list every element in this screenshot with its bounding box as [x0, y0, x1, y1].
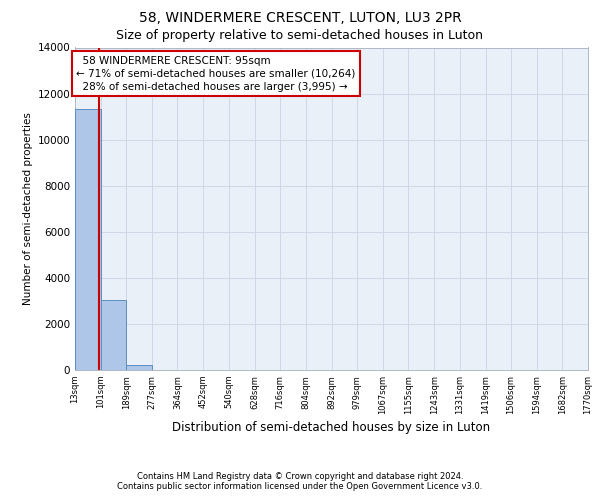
Text: Contains public sector information licensed under the Open Government Licence v3: Contains public sector information licen…: [118, 482, 482, 491]
Text: 58 WINDERMERE CRESCENT: 95sqm
← 71% of semi-detached houses are smaller (10,264): 58 WINDERMERE CRESCENT: 95sqm ← 71% of s…: [76, 56, 356, 92]
Text: 58, WINDERMERE CRESCENT, LUTON, LU3 2PR: 58, WINDERMERE CRESCENT, LUTON, LU3 2PR: [139, 11, 461, 25]
Text: Size of property relative to semi-detached houses in Luton: Size of property relative to semi-detach…: [116, 28, 484, 42]
Text: Contains HM Land Registry data © Crown copyright and database right 2024.: Contains HM Land Registry data © Crown c…: [137, 472, 463, 481]
X-axis label: Distribution of semi-detached houses by size in Luton: Distribution of semi-detached houses by …: [172, 421, 491, 434]
Bar: [101, 300, 127, 370]
Y-axis label: Number of semi-detached properties: Number of semi-detached properties: [23, 112, 33, 305]
Bar: [127, 366, 152, 370]
Bar: [75, 108, 101, 370]
